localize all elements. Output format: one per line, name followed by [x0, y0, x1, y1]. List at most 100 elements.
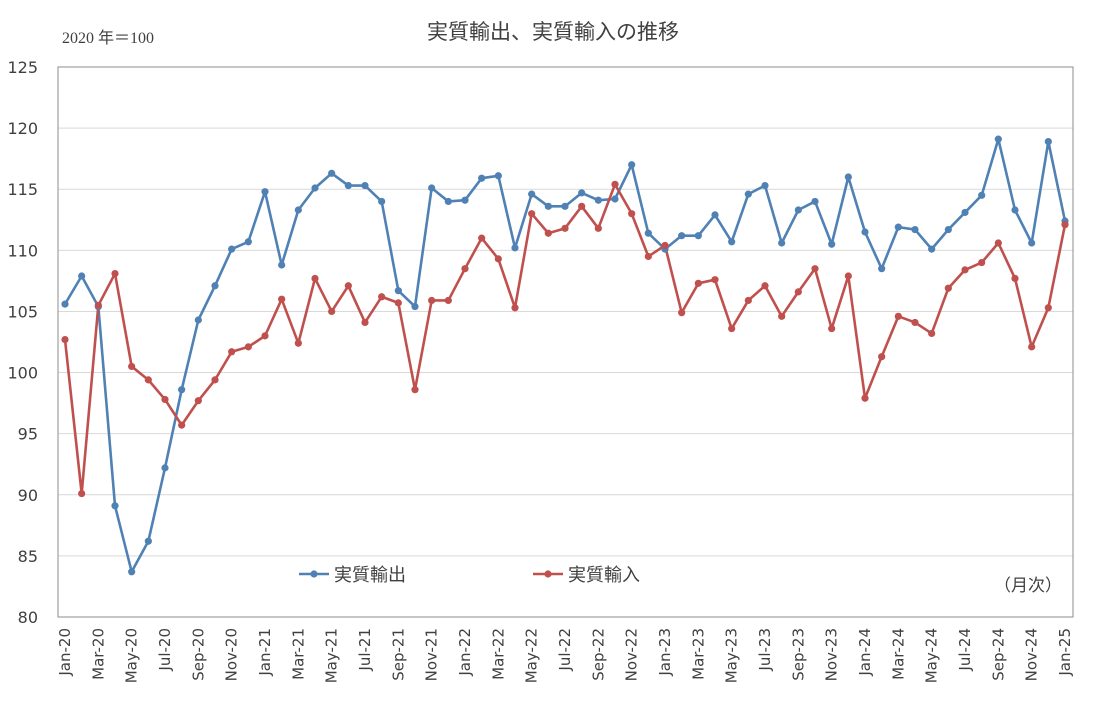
data-point: [311, 184, 319, 192]
data-point: [428, 184, 436, 192]
data-point: [578, 189, 586, 197]
legend-label: 実質輸出: [334, 565, 406, 586]
data-point: [528, 210, 536, 218]
x-tick-label: Nov-24: [1023, 628, 1041, 681]
x-tick-label: Jan-23: [656, 628, 674, 677]
y-tick-label: 105: [7, 302, 38, 321]
data-point: [244, 238, 252, 246]
x-tick-label: May-21: [323, 628, 341, 683]
y-tick-label: 80: [18, 608, 38, 627]
unit-label: 2020 年＝100: [62, 29, 154, 47]
data-point: [328, 169, 336, 177]
x-tick-label: Nov-22: [623, 628, 641, 681]
y-tick-label: 120: [7, 119, 38, 138]
data-point: [211, 376, 219, 384]
data-point: [711, 211, 719, 219]
data-point: [361, 181, 369, 190]
data-point: [511, 304, 519, 312]
data-point: [894, 312, 902, 320]
x-tick-label: May-24: [923, 628, 941, 683]
data-point: [994, 239, 1002, 247]
data-point: [744, 190, 752, 198]
data-point: [428, 296, 436, 305]
data-point: [478, 234, 486, 242]
data-point: [711, 276, 719, 284]
data-point: [644, 252, 652, 261]
data-point: [961, 266, 969, 274]
data-point: [411, 386, 419, 394]
data-point: [878, 353, 886, 361]
data-point: [1028, 343, 1036, 351]
data-point: [928, 245, 936, 253]
x-tick-label: May-22: [523, 628, 541, 683]
data-point: [611, 180, 619, 188]
y-tick-label: 95: [18, 425, 38, 444]
y-tick-label: 90: [18, 486, 38, 505]
x-tick-label: Jan-22: [456, 628, 474, 677]
data-point: [261, 332, 269, 340]
series-points: [61, 135, 1069, 576]
data-point: [578, 202, 586, 210]
data-point: [1028, 239, 1036, 247]
data-point: [178, 421, 186, 429]
data-point: [911, 318, 919, 327]
data-point: [244, 343, 252, 351]
legend-swatch-marker: [310, 570, 318, 578]
legend-swatch-marker: [544, 570, 552, 578]
x-tick-label: Sep-23: [789, 628, 807, 681]
x-tick-label: Mar-23: [689, 628, 707, 680]
x-tick-label: Jan-20: [56, 628, 74, 677]
data-point: [911, 225, 919, 234]
data-point: [494, 255, 502, 263]
x-tick-label: Mar-21: [289, 628, 307, 680]
data-point: [111, 269, 119, 278]
data-point: [728, 324, 736, 333]
data-point: [644, 229, 652, 237]
data-point: [778, 312, 786, 320]
data-point: [544, 202, 552, 210]
data-point: [211, 282, 219, 290]
data-point: [194, 397, 202, 405]
data-point: [461, 196, 469, 204]
data-point: [1011, 274, 1019, 283]
data-point: [594, 224, 602, 232]
x-tick-label: Mar-24: [889, 628, 907, 680]
data-point: [728, 238, 736, 246]
data-point: [961, 208, 969, 217]
data-point: [944, 284, 952, 292]
plot-frame: [57, 66, 1074, 618]
data-point: [61, 335, 69, 344]
data-point: [561, 202, 569, 210]
x-tick-label: Sep-24: [989, 628, 1007, 681]
data-point: [1044, 304, 1052, 312]
data-point: [494, 172, 502, 180]
data-point: [111, 502, 119, 510]
x-tick-labels: Jan-20 Mar-20 May-20 Jul-20 Sep-20 Nov-20 Jan-…: [56, 628, 1074, 683]
data-point: [844, 173, 852, 181]
data-point: [628, 161, 636, 169]
data-point: [144, 537, 152, 545]
y-tick-label: 100: [7, 364, 38, 383]
data-point: [228, 348, 236, 356]
data-point: [394, 287, 402, 295]
data-point: [78, 272, 86, 280]
data-point: [144, 376, 152, 384]
legend-label: 実質輸入: [568, 565, 640, 586]
data-point: [928, 329, 936, 338]
x-tick-label: Jan-21: [256, 628, 274, 677]
data-point: [278, 295, 286, 303]
data-point: [278, 261, 286, 269]
x-tick-label: Jul-24: [956, 628, 974, 672]
data-point: [78, 489, 86, 498]
data-point: [511, 244, 519, 252]
data-point: [1044, 137, 1052, 146]
legend: 実質輸出 実質輸入: [299, 565, 640, 586]
data-point: [694, 279, 702, 287]
x-tick-label: Mar-22: [489, 628, 507, 680]
y-tick-label: 85: [18, 547, 38, 566]
data-point: [194, 316, 202, 324]
x-tick-label: Jul-23: [756, 628, 774, 672]
x-tick-label: Nov-21: [423, 628, 441, 681]
data-point: [528, 190, 536, 198]
data-point: [811, 197, 819, 206]
